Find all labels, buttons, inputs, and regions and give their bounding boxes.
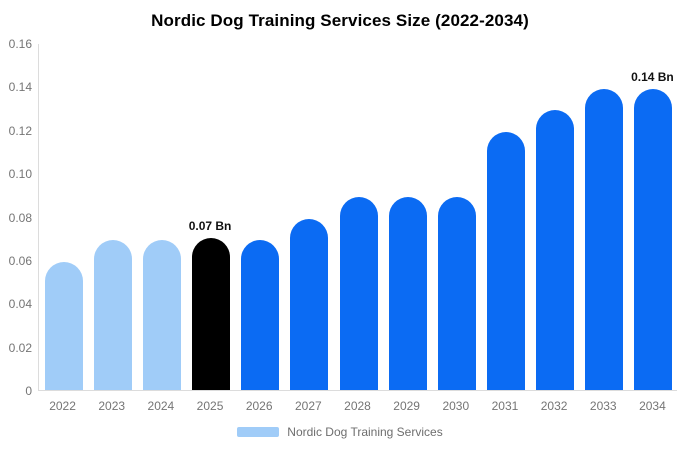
x-tick-label-2033: 2033	[589, 399, 617, 413]
x-tick-label-2025: 2025	[196, 399, 224, 413]
bar-2033[interactable]	[585, 88, 624, 390]
bar-2029[interactable]	[388, 196, 427, 390]
bar-2032[interactable]	[536, 110, 575, 390]
x-tick-label-2029: 2029	[393, 399, 420, 413]
y-tick-label-0.02: 0.02	[8, 340, 32, 355]
bar-2031[interactable]	[486, 131, 525, 390]
y-tick-label-0.04: 0.04	[8, 297, 32, 312]
legend-item-nordic-dog-training-services[interactable]: Nordic Dog Training Services	[237, 425, 443, 439]
y-tick-label-0: 0	[25, 384, 32, 398]
x-tick-label-2034: 2034	[639, 399, 666, 413]
bar-2022[interactable]	[44, 262, 83, 390]
x-tick-label-2031: 2031	[491, 399, 519, 413]
x-tick-label-2024: 2024	[147, 399, 175, 413]
bar-2025[interactable]	[192, 238, 231, 390]
bar-2023[interactable]	[93, 240, 132, 390]
x-tick-label-2030: 2030	[442, 399, 470, 413]
y-tick-label-0.10: 0.10	[8, 167, 32, 182]
bar-2024[interactable]	[142, 240, 181, 390]
legend-swatch	[237, 427, 280, 437]
bar-2034[interactable]	[634, 88, 673, 390]
legend-label: Nordic Dog Training Services	[287, 425, 443, 439]
bar-annotation-2025: 0.07 Bn	[188, 219, 232, 234]
bar-annotation-2034: 0.14 Bn	[631, 69, 674, 84]
x-tick-label-2026: 2026	[245, 399, 273, 413]
x-tick-label-2032: 2032	[540, 399, 568, 413]
plot-area	[38, 44, 677, 391]
y-tick-label-0.08: 0.08	[8, 210, 32, 225]
bar-2026[interactable]	[241, 240, 280, 390]
bar-2027[interactable]	[290, 218, 329, 390]
bar-2028[interactable]	[339, 196, 378, 390]
x-tick-label-2023: 2023	[98, 399, 126, 413]
chart-title: Nordic Dog Training Services Size (2022-…	[151, 11, 529, 30]
y-tick-label-0.16: 0.16	[8, 37, 32, 51]
x-tick-label-2028: 2028	[344, 399, 371, 413]
legend: Nordic Dog Training Services	[0, 425, 680, 439]
y-tick-label-0.14: 0.14	[8, 80, 32, 95]
y-tick-label-0.06: 0.06	[8, 253, 32, 268]
x-tick-label-2027: 2027	[294, 399, 322, 413]
y-tick-label-0.12: 0.12	[8, 123, 32, 138]
bar-2030[interactable]	[437, 196, 476, 390]
x-tick-label-2022: 2022	[49, 399, 76, 413]
